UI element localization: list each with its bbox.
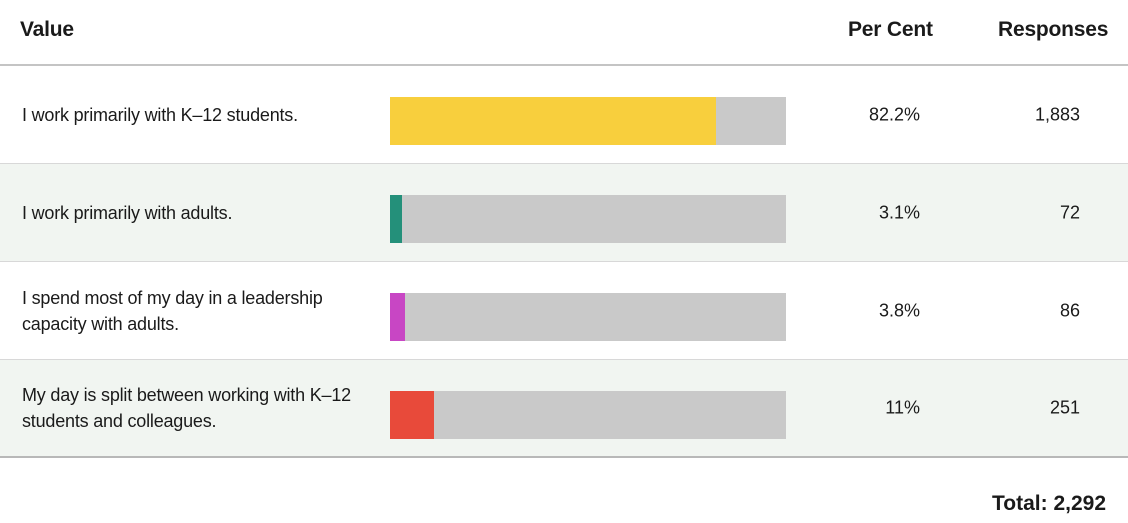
row-percent: 3.1%: [878, 202, 920, 222]
bar-track: [390, 293, 786, 341]
row-percent: 3.8%: [878, 300, 920, 320]
bar-fill: [390, 195, 402, 243]
row-percent: 11%: [885, 397, 920, 418]
total-responses: Total: 2,292: [992, 492, 1106, 515]
row-label: My day is split between working with K–1…: [22, 385, 351, 431]
table-header: Value Per Cent Responses: [0, 0, 1128, 66]
table-row: I work primarily with adults. 3.1% 72: [0, 164, 1128, 262]
bar-track: [390, 195, 786, 243]
table-row: I work primarily with K–12 students. 82.…: [0, 66, 1128, 164]
row-responses: 251: [1049, 397, 1080, 418]
bar-fill: [390, 293, 405, 341]
table-row: I spend most of my day in a leadership c…: [0, 262, 1128, 360]
results-table: I work primarily with K–12 students. 82.…: [0, 66, 1128, 458]
table-row: My day is split between working with K–1…: [0, 360, 1128, 458]
row-label: I work primarily with K–12 students.: [22, 104, 298, 125]
row-label: I spend most of my day in a leadership c…: [22, 287, 323, 334]
row-responses: 72: [1059, 202, 1080, 222]
bar-track: [390, 391, 786, 439]
bar-track: [390, 97, 786, 145]
bar-fill: [390, 391, 434, 439]
header-per-cent: Per Cent: [848, 18, 933, 41]
header-responses: Responses: [998, 18, 1109, 41]
row-percent: 82.2%: [868, 104, 920, 124]
row-responses: 1,883: [1034, 104, 1080, 124]
row-label: I work primarily with adults.: [22, 202, 233, 223]
bar-fill: [390, 97, 716, 145]
header-value: Value: [20, 18, 74, 41]
row-responses: 86: [1059, 300, 1080, 320]
